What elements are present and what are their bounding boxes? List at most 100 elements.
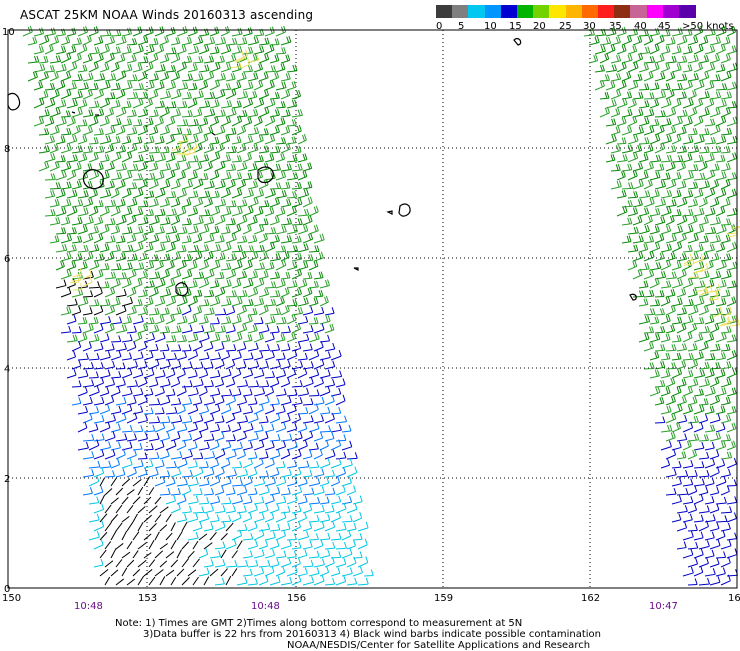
wind-barb — [38, 145, 50, 154]
wind-barb — [121, 387, 133, 397]
wind-barb — [660, 314, 671, 325]
wind-barb — [258, 324, 270, 334]
wind-barb — [137, 200, 149, 208]
wind-barb — [49, 182, 62, 190]
wind-barb — [165, 314, 176, 325]
wind-barb — [264, 115, 276, 127]
wind-barb — [234, 51, 245, 62]
wind-barb — [693, 388, 704, 397]
wind-barb — [93, 433, 105, 442]
wind-barb — [715, 99, 727, 109]
wind-barb — [77, 119, 88, 127]
wind-barb — [654, 72, 666, 82]
wind-barb — [121, 315, 132, 325]
wind-barb — [82, 233, 94, 244]
wind-barb — [220, 368, 232, 379]
wind-barb — [203, 180, 215, 190]
wind-barb — [203, 216, 215, 226]
wind-barb — [99, 494, 106, 505]
wind-barb — [599, 91, 610, 100]
wind-barb — [231, 405, 242, 415]
wind-barb — [275, 440, 287, 451]
wind-barb — [126, 505, 134, 514]
wind-barb — [209, 99, 220, 109]
wind-barb — [93, 73, 106, 82]
wind-barb — [93, 520, 105, 532]
wind-barb — [66, 81, 77, 91]
wind-barb — [231, 511, 242, 523]
wind-barb — [616, 154, 628, 163]
wind-barb — [632, 73, 643, 82]
wind-barb — [60, 36, 71, 46]
wind-barb — [132, 550, 139, 559]
wind-barb — [247, 451, 258, 460]
wind-barb — [198, 190, 211, 199]
wind-barb — [225, 107, 237, 118]
wind-barb — [236, 199, 248, 208]
wind-barb — [137, 144, 149, 154]
wind-barb — [93, 88, 105, 100]
wind-barb — [231, 27, 243, 37]
wind-barb — [330, 406, 342, 415]
island-outline — [353, 267, 359, 271]
wind-barb — [280, 377, 291, 388]
wind-barb — [231, 80, 242, 91]
wind-barb — [319, 295, 329, 307]
wind-barb — [280, 181, 291, 190]
wind-barb — [110, 441, 121, 451]
wind-barb — [660, 424, 673, 433]
wind-barb — [104, 271, 117, 280]
wind-barb — [352, 566, 363, 577]
wind-barb — [682, 64, 693, 73]
wind-barb — [264, 370, 275, 379]
wind-barb — [148, 523, 157, 532]
wind-barb — [198, 80, 209, 91]
wind-barb — [198, 368, 209, 379]
wind-barb — [236, 162, 248, 172]
wind-barb — [126, 489, 135, 496]
island-outline — [513, 37, 522, 46]
wind-barb — [187, 369, 198, 379]
wind-barb — [231, 461, 243, 469]
wind-barb — [110, 335, 122, 343]
y-tick-label: 8 — [4, 144, 10, 155]
wind-barb — [159, 359, 171, 370]
wind-barb — [308, 245, 320, 253]
wind-barb — [132, 368, 144, 379]
wind-barb — [154, 569, 164, 577]
wind-barb — [192, 197, 204, 208]
colorbar-swatch — [614, 5, 631, 18]
wind-barb — [643, 108, 655, 118]
wind-barb — [71, 216, 83, 226]
wind-barb — [66, 61, 78, 73]
wind-barb — [198, 477, 210, 487]
wind-barb — [649, 62, 660, 73]
wind-barb — [209, 116, 220, 127]
wind-barb — [726, 280, 737, 289]
wind-barb — [115, 412, 127, 424]
wind-barb — [726, 367, 738, 379]
wind-barb — [203, 522, 214, 532]
wind-barb — [214, 214, 226, 226]
wind-barb — [726, 479, 737, 487]
wind-barb — [313, 521, 325, 532]
wind-barb — [313, 468, 325, 478]
wind-barb — [704, 97, 715, 109]
wind-barb — [82, 109, 94, 118]
island-outline — [629, 293, 637, 301]
wind-barb — [192, 521, 203, 532]
wind-barb — [121, 404, 133, 415]
wind-barb — [231, 115, 243, 127]
wind-barb — [154, 26, 165, 37]
wind-barb — [159, 235, 171, 244]
wind-barb — [341, 529, 352, 541]
wind-barb — [286, 494, 298, 505]
wind-barb — [99, 333, 110, 343]
wind-barb — [297, 495, 308, 505]
wind-barb — [198, 172, 209, 181]
wind-barb — [253, 496, 265, 505]
wind-barb — [154, 153, 166, 163]
wind-barb — [110, 151, 122, 163]
wind-barb — [148, 468, 159, 478]
wind-barb — [165, 242, 176, 253]
